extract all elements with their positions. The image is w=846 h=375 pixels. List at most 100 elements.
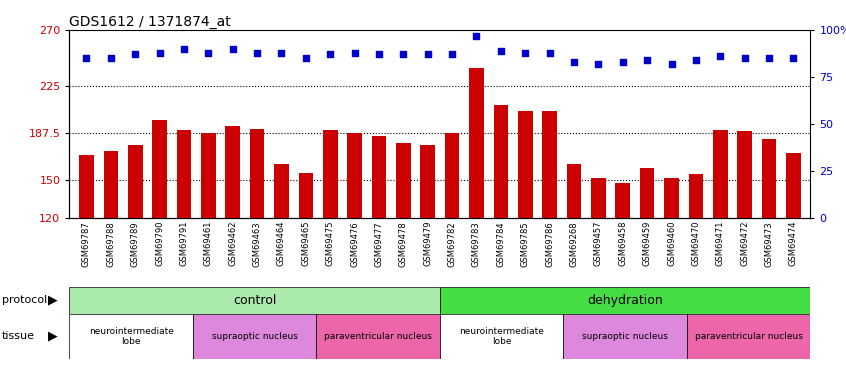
Point [177, 46, 190, 52]
Point [348, 50, 361, 55]
Text: GSM69477: GSM69477 [375, 221, 383, 267]
Text: GSM69787: GSM69787 [82, 221, 91, 267]
Point [250, 50, 264, 55]
Bar [299, 172, 313, 217]
Point [762, 55, 776, 61]
Bar [177, 130, 191, 218]
Text: GSM69459: GSM69459 [643, 221, 651, 266]
Bar [69, 314, 193, 359]
Text: GSM69476: GSM69476 [350, 221, 359, 267]
Point [129, 51, 142, 57]
Bar [761, 139, 777, 218]
Text: supraoptic nucleus: supraoptic nucleus [212, 332, 298, 341]
Text: GSM69789: GSM69789 [130, 221, 140, 267]
Text: control: control [233, 294, 277, 307]
Text: GSM69457: GSM69457 [594, 221, 603, 267]
Text: neurointermediate
lobe: neurointermediate lobe [459, 327, 544, 346]
Text: GSM69473: GSM69473 [765, 221, 773, 267]
Bar [440, 287, 810, 314]
Text: GSM69471: GSM69471 [716, 221, 725, 267]
Bar [640, 168, 655, 217]
Bar [664, 177, 678, 218]
Point [445, 51, 459, 57]
Point [567, 59, 580, 65]
Point [470, 33, 483, 39]
Bar [274, 164, 288, 218]
Point [201, 50, 215, 55]
Point [299, 55, 313, 61]
Bar [713, 130, 728, 218]
Bar [786, 153, 800, 218]
Text: GSM69782: GSM69782 [448, 221, 457, 267]
Point [275, 50, 288, 55]
Text: GSM69785: GSM69785 [521, 221, 530, 267]
Text: GSM69461: GSM69461 [204, 221, 213, 267]
Text: GSM69464: GSM69464 [277, 221, 286, 267]
Text: paraventricular nucleus: paraventricular nucleus [695, 332, 803, 341]
Point [543, 50, 557, 55]
Bar [225, 126, 240, 218]
Bar [193, 314, 316, 359]
Text: GSM69268: GSM69268 [569, 221, 579, 267]
Text: GSM69783: GSM69783 [472, 221, 481, 267]
Point [519, 50, 532, 55]
Bar [396, 142, 410, 218]
Text: GSM69790: GSM69790 [155, 221, 164, 267]
Point [591, 61, 605, 67]
Point [787, 55, 800, 61]
Text: GSM69474: GSM69474 [789, 221, 798, 267]
Bar [518, 111, 532, 218]
Text: GSM69786: GSM69786 [545, 221, 554, 267]
Bar [493, 105, 508, 218]
Text: GSM69463: GSM69463 [253, 221, 261, 267]
Text: supraoptic nucleus: supraoptic nucleus [582, 332, 668, 341]
Text: GSM69470: GSM69470 [691, 221, 700, 267]
Bar [420, 145, 435, 218]
Bar [567, 164, 581, 218]
Point [665, 61, 678, 67]
Text: GSM69458: GSM69458 [618, 221, 627, 267]
Text: GSM69791: GSM69791 [179, 221, 189, 267]
Point [226, 46, 239, 52]
Bar [69, 287, 440, 314]
Point [713, 53, 727, 59]
Text: neurointermediate
lobe: neurointermediate lobe [89, 327, 173, 346]
Text: protocol: protocol [2, 296, 47, 305]
Bar [103, 151, 118, 217]
Text: GSM69475: GSM69475 [326, 221, 335, 267]
Text: GSM69472: GSM69472 [740, 221, 750, 267]
Point [494, 48, 508, 54]
Point [372, 51, 386, 57]
Point [421, 51, 435, 57]
Bar [128, 145, 142, 218]
Bar [371, 136, 387, 218]
Bar [323, 130, 338, 218]
Text: paraventricular nucleus: paraventricular nucleus [324, 332, 432, 341]
Text: GSM69479: GSM69479 [423, 221, 432, 267]
Bar [201, 132, 216, 218]
Point [80, 55, 93, 61]
Text: tissue: tissue [2, 332, 35, 341]
Bar [738, 131, 752, 218]
Bar [591, 177, 606, 218]
Point [323, 51, 337, 57]
Point [738, 55, 751, 61]
Bar [689, 174, 703, 217]
Point [397, 51, 410, 57]
Bar [316, 314, 440, 359]
Point [640, 57, 654, 63]
Bar [687, 314, 810, 359]
Text: GDS1612 / 1371874_at: GDS1612 / 1371874_at [69, 15, 231, 29]
Text: GSM69784: GSM69784 [497, 221, 505, 267]
Point [616, 59, 629, 65]
Text: GSM69462: GSM69462 [228, 221, 237, 267]
Bar [563, 314, 687, 359]
Text: GSM69478: GSM69478 [398, 221, 408, 267]
Bar [250, 129, 265, 217]
Bar [440, 314, 563, 359]
Text: ▶: ▶ [48, 330, 58, 343]
Bar [445, 132, 459, 218]
Bar [152, 120, 167, 218]
Bar [542, 111, 557, 218]
Text: dehydration: dehydration [587, 294, 663, 307]
